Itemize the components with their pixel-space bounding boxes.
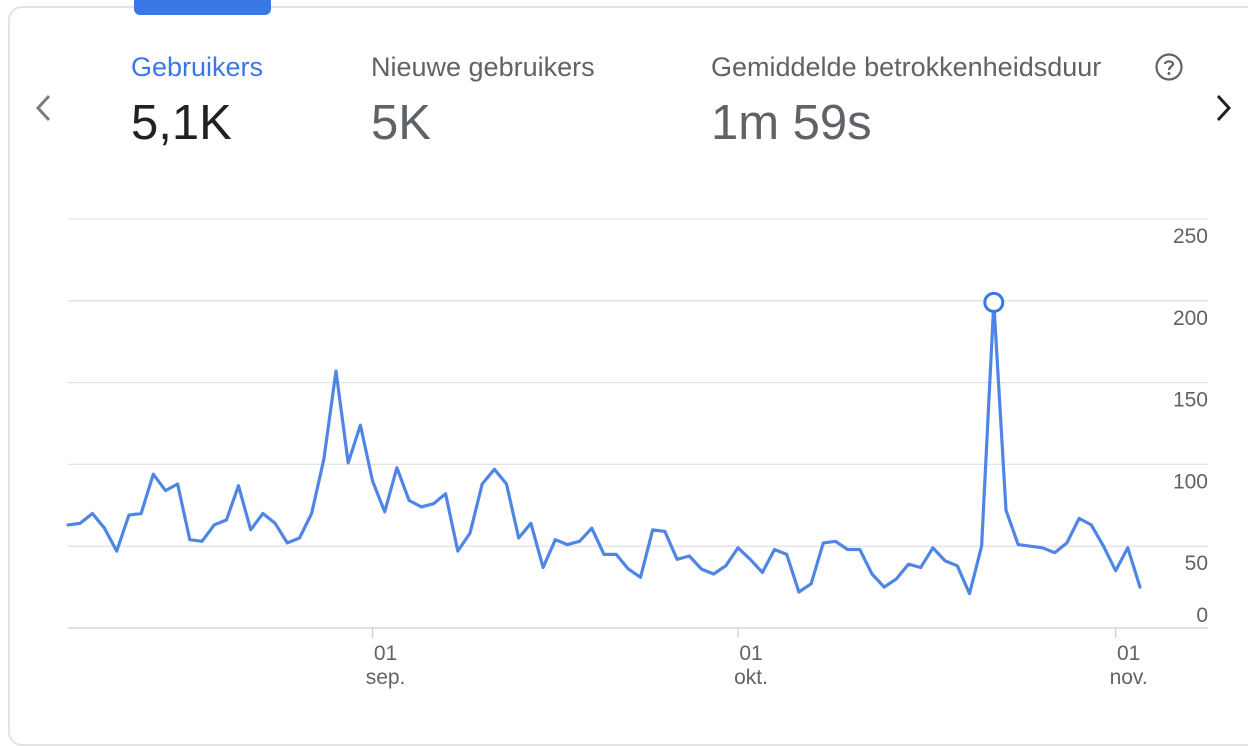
metric-label: Gemiddelde betrokkenheidsduur <box>711 52 1102 82</box>
active-tab-indicator <box>134 0 271 15</box>
y-axis-labels: 250 200 150 100 50 0 <box>1173 225 1208 627</box>
y-tick-label: 50 <box>1185 552 1208 575</box>
metric-value: 5K <box>371 96 431 150</box>
x-tick-day: 01 <box>374 642 397 665</box>
y-tick-label: 150 <box>1173 389 1208 412</box>
metric-engagement-duration-tab[interactable]: Gemiddelde betrokkenheidsduur 1m 59s <box>711 52 1101 151</box>
x-tick-month: sep. <box>366 666 406 689</box>
chevron-right-icon[interactable] <box>1206 88 1240 128</box>
chevron-left-icon[interactable] <box>27 88 61 128</box>
x-tick-month: nov. <box>1110 666 1148 689</box>
overview-card <box>8 6 1248 746</box>
y-tick-label: 100 <box>1173 470 1208 493</box>
metric-users-tab[interactable]: Gebruikers 5,1K <box>131 52 263 151</box>
metric-value: 1m 59s <box>711 96 872 150</box>
metric-label: Gebruikers <box>131 52 264 82</box>
y-tick-label: 250 <box>1173 225 1208 248</box>
chart-points <box>983 291 1005 313</box>
chart-gridlines <box>68 218 1208 638</box>
metric-value: 5,1K <box>131 96 232 150</box>
highlighted-data-point <box>983 291 1005 313</box>
help-circle-icon[interactable] <box>1154 52 1184 82</box>
metric-label: Nieuwe gebruikers <box>371 52 595 82</box>
x-tick-day: 01 <box>739 642 762 665</box>
x-tick-day: 01 <box>1117 642 1140 665</box>
y-tick-label: 0 <box>1196 604 1208 627</box>
chart-series <box>66 300 1142 596</box>
x-tick-month: okt. <box>734 666 768 689</box>
series-line <box>66 300 1142 596</box>
metric-new-users-tab[interactable]: Nieuwe gebruikers 5K <box>371 52 595 151</box>
y-tick-label: 200 <box>1173 307 1208 330</box>
